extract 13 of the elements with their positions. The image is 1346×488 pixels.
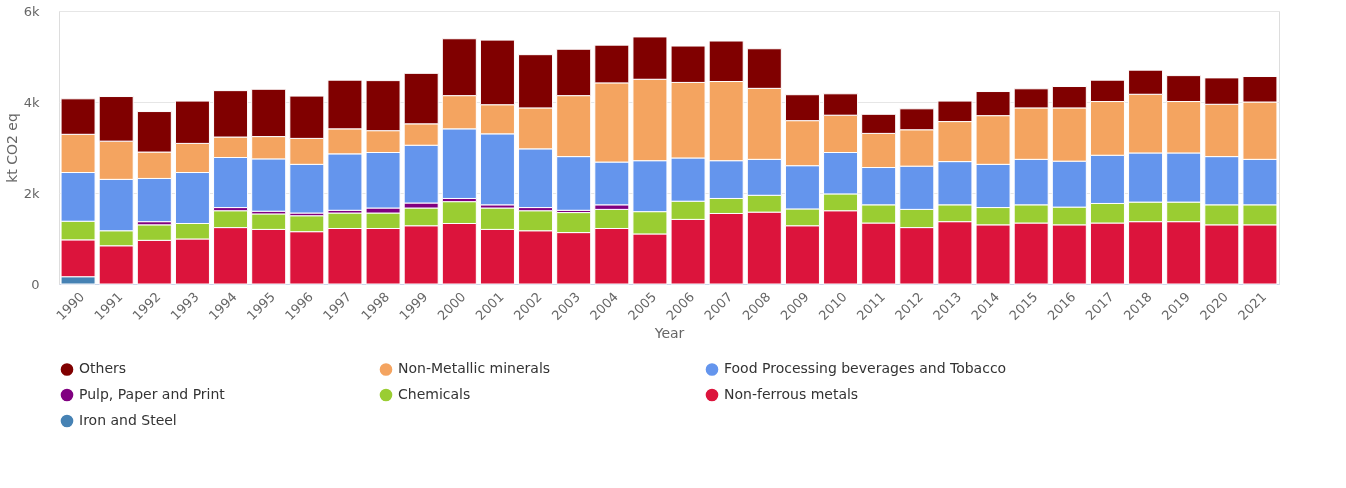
legend-label: Food Processing beverages and Tobacco [724, 360, 1007, 377]
y-axis-title: kt CO2 eq [3, 113, 20, 183]
y-tick-label: 6k [23, 3, 40, 19]
x-axis-title: Year [653, 325, 685, 342]
legend-label: Iron and Steel [79, 412, 177, 428]
legend-label: Non-ferrous metals [724, 386, 859, 402]
y-tick-label: 4k [23, 94, 40, 110]
legend-label: Chemicals [398, 386, 471, 402]
y-tick-label: 2k [23, 185, 40, 201]
legend-label: Non-Metallic minerals [398, 360, 551, 377]
legend-label: Others [79, 360, 127, 377]
legend-label: Pulp, Paper and Print [79, 386, 226, 402]
y-tick-label: 0 [31, 276, 40, 292]
